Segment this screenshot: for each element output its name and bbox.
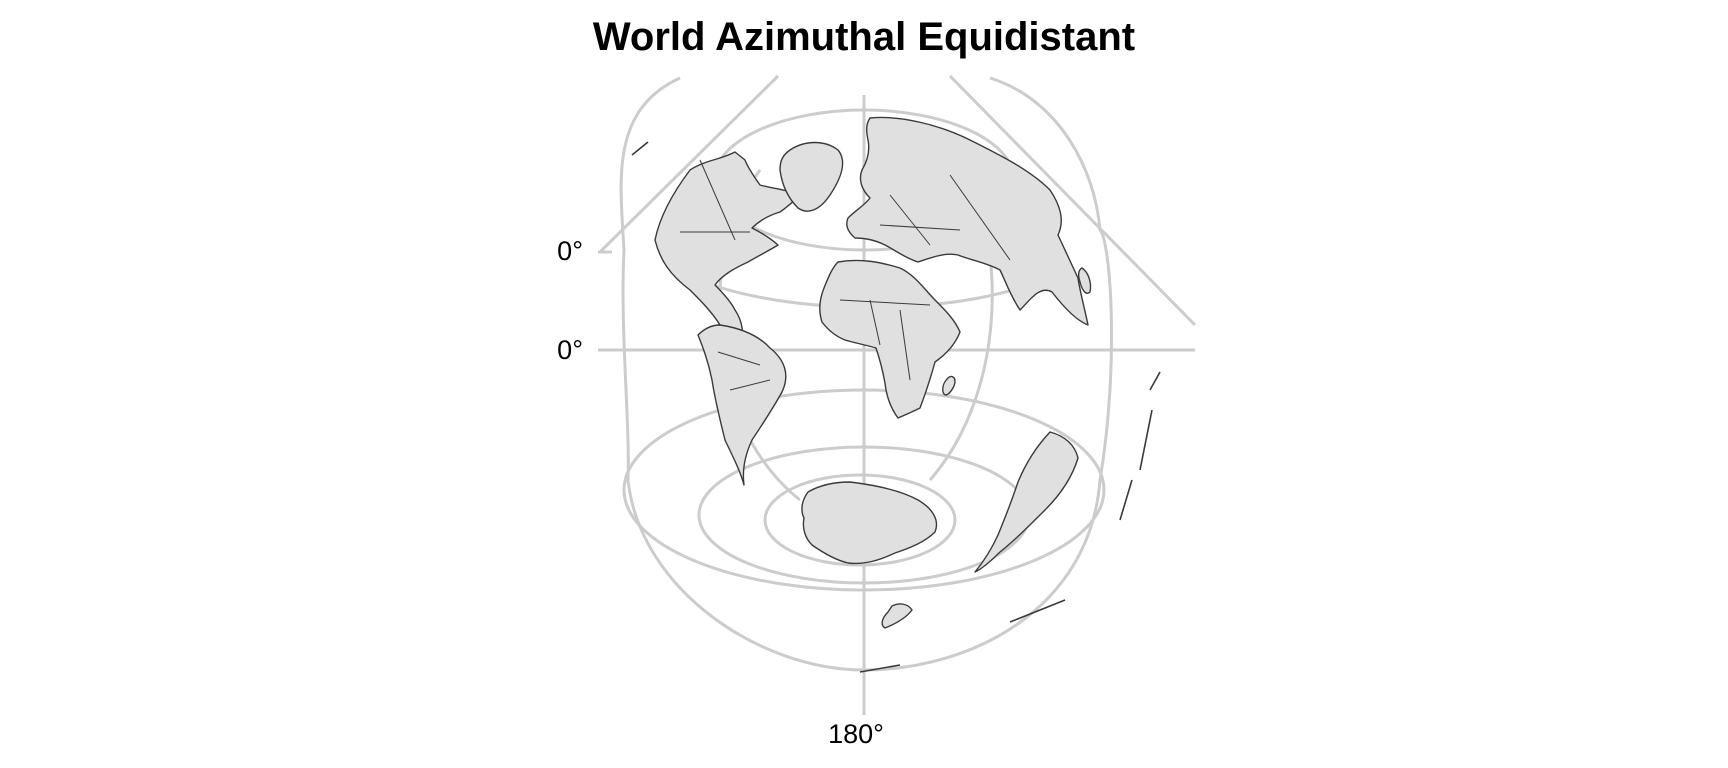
sliver: [1139, 409, 1153, 471]
outer-ring: [619, 76, 1114, 672]
land-masses: [654, 116, 1092, 629]
japan: [1077, 267, 1092, 294]
graticule: [598, 74, 1197, 715]
border-line: [729, 379, 771, 391]
border-line: [699, 159, 736, 241]
border-line: [869, 299, 881, 346]
edge-slivers: [631, 141, 1161, 673]
south-ring-inner: [763, 473, 957, 567]
diagonal-left: [598, 74, 780, 254]
north-america: [654, 151, 801, 346]
madagascar: [942, 375, 956, 396]
new-zealand: [881, 603, 913, 629]
sliver: [859, 664, 901, 673]
border-line: [717, 351, 761, 366]
country-borders: [680, 159, 1011, 391]
south-america: [697, 324, 787, 486]
map-title: World Azimuthal Equidistant: [593, 15, 1135, 59]
sliver: [1119, 479, 1133, 521]
y-tick-label: 0°: [557, 236, 583, 266]
diagonal-right: [948, 74, 1197, 327]
sliver: [631, 141, 649, 156]
border-line: [949, 174, 1011, 261]
south-ring-outer: [622, 388, 1106, 592]
antarctica: [801, 481, 938, 565]
europe-asia: [846, 116, 1089, 326]
greenland: [779, 141, 844, 212]
sliver: [1009, 599, 1066, 623]
border-line: [899, 309, 911, 381]
border-line: [879, 224, 961, 231]
australia: [974, 431, 1079, 573]
x-tick-label: 180°: [828, 719, 884, 749]
border-line: [889, 194, 931, 246]
africa: [819, 259, 961, 419]
y-tick-label: 0°: [557, 335, 583, 365]
sliver: [1149, 371, 1161, 391]
border-line: [839, 299, 931, 306]
